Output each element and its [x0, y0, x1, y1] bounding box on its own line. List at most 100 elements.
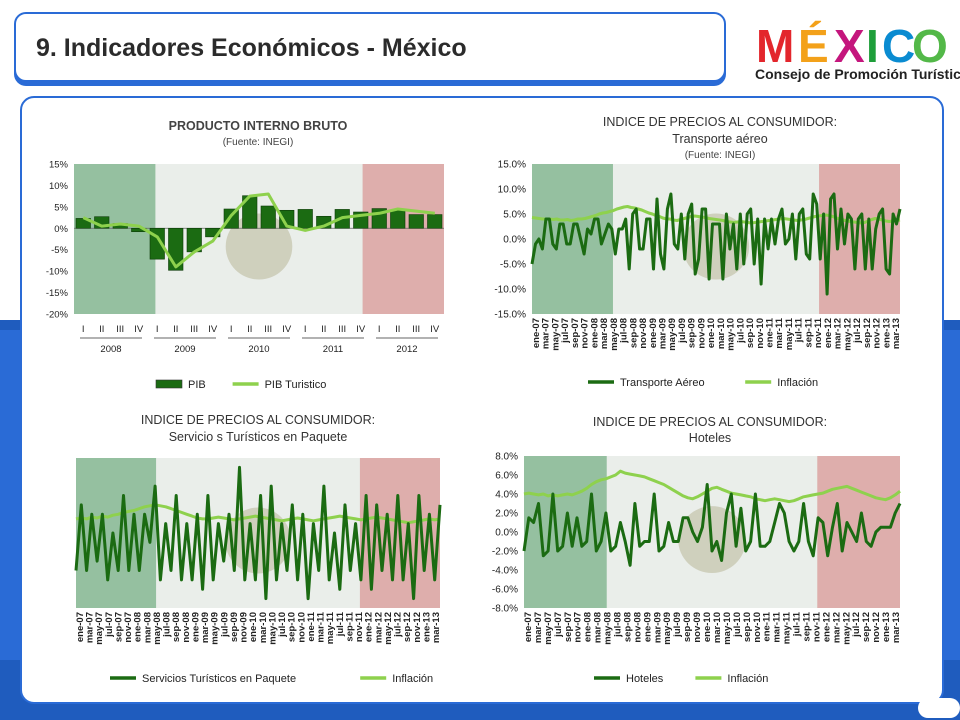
x-tick-label: mar-10 [712, 612, 723, 643]
year-label: 2009 [174, 344, 195, 355]
y-tick-label: 15% [49, 160, 69, 171]
y-tick-label: 0.0% [503, 235, 526, 246]
x-tick-label: may-07 [543, 612, 554, 645]
x-tick-label: ene-09 [190, 612, 201, 642]
legend-label-1: Inflación [727, 673, 768, 685]
x-tick-label: sep-11 [344, 611, 355, 641]
y-tick-label: -4.0% [492, 566, 518, 577]
legend-label-0: Hoteles [626, 673, 664, 685]
line-servicios-turisticos [74, 465, 442, 601]
x-tick-label: sep-12 [862, 318, 873, 348]
x-tick-label: mar-07 [533, 612, 544, 643]
x-tick-label: nov-12 [871, 612, 882, 643]
title-box: 9. Indicadores Económicos - México [14, 12, 726, 82]
chart-pib: PRODUCTO INTERNO BRUTO (Fuente: INEGI) 15%… [46, 119, 444, 391]
y-tick-label: -15% [46, 288, 69, 299]
x-tick-label: may-08 [603, 612, 614, 645]
flag-emblem [225, 213, 293, 280]
y-tick-label: -10.0% [494, 285, 526, 296]
x-tick-label: IV [356, 324, 366, 335]
x-tick-label: mar-08 [142, 612, 153, 643]
x-tick-label: mar-07 [541, 318, 552, 349]
x-tick-label: sep-07 [113, 612, 124, 642]
x-tick-label: mar-09 [657, 318, 668, 349]
y-tick-label: 8.0% [495, 452, 518, 463]
x-tick-label: mar-10 [716, 318, 727, 349]
x-tick-label: mar-12 [831, 612, 842, 643]
x-tick-label: mar-13 [431, 612, 442, 643]
logo-letter-o: O [912, 20, 948, 72]
x-tick-label: ene-13 [881, 318, 892, 348]
x-tick-label: III [338, 324, 346, 335]
y-tick-label: 5% [54, 202, 68, 213]
x-tick-label: sep-10 [287, 612, 298, 642]
line-pib-turistico [82, 192, 435, 269]
line-transporte-aereo [530, 192, 902, 296]
x-tick-label: sep-11 [801, 611, 812, 641]
x-tick-label: ene-11 [765, 317, 776, 347]
x-tick-label: sep-09 [229, 612, 240, 642]
x-tick-label: ene-08 [589, 318, 600, 348]
y-tick-label: 2.0% [495, 509, 518, 520]
x-tick-label: may-08 [152, 612, 163, 645]
x-tick-label: may-09 [667, 318, 678, 351]
x-tick-label: sep-10 [745, 318, 756, 348]
x-tick-label: may-07 [94, 612, 105, 645]
x-tick-label: nov-09 [692, 612, 703, 643]
x-tick-label: nov-08 [181, 612, 192, 643]
x-tick-label: ene-12 [821, 612, 832, 642]
page-title: 9. Indicadores Económicos - México [36, 34, 467, 62]
legend-label-1: Inflación [777, 377, 818, 389]
x-tick-label: may-07 [550, 318, 561, 351]
x-tick-label: jul-11 [335, 611, 346, 637]
x-tick-label: nov-11 [811, 611, 822, 642]
x-tick-label: jul-12 [852, 318, 863, 344]
chart-source: (Fuente: INEGI) [685, 150, 756, 161]
flag-green-stripe [74, 164, 156, 314]
y-tick-label: 4.0% [495, 490, 518, 501]
x-tick-label: nov-07 [573, 612, 584, 643]
x-tick-label: sep-11 [803, 317, 814, 347]
x-tick-label: I [82, 324, 85, 335]
x-tick-label: may-09 [662, 612, 673, 645]
logo-letter-x: X [834, 20, 865, 72]
line-inflacion [523, 469, 901, 504]
x-tick-label: nov-12 [412, 612, 423, 643]
y-tick-label: 0.0% [495, 528, 518, 539]
flag-red-stripe [819, 164, 900, 314]
x-tick-label: may-11 [784, 317, 795, 350]
x-tick-label: sep-12 [402, 612, 413, 642]
x-tick-label: jul-08 [162, 612, 173, 638]
mexico-logo: M É X I C O [756, 20, 948, 72]
x-tick-label: ene-08 [583, 612, 594, 642]
x-tick-label: jul-12 [851, 612, 862, 638]
chart-subtitle: Hoteles [689, 431, 731, 445]
x-tick-label: nov-10 [296, 612, 307, 643]
x-tick-label: may-10 [267, 612, 278, 645]
x-tick-label: ene-07 [75, 612, 86, 642]
x-tick-label: sep-08 [628, 318, 639, 348]
x-tick-label: nov-07 [123, 612, 134, 643]
logo-subtitle: Consejo de Promoción Turística [755, 66, 960, 82]
x-tick-label: nov-09 [239, 612, 250, 643]
x-tick-label: may-09 [210, 612, 221, 645]
x-tick-label: nov-07 [580, 318, 591, 349]
x-tick-label: may-12 [383, 612, 394, 645]
x-tick-label: sep-07 [563, 612, 574, 642]
x-tick-label: IV [430, 324, 440, 335]
x-tick-label: mar-08 [599, 318, 610, 349]
x-tick-label: ene-10 [702, 612, 713, 642]
x-tick-label: nov-10 [755, 318, 766, 349]
x-tick-label: jul-10 [277, 612, 288, 638]
year-label: 2011 [323, 344, 343, 355]
x-tick-label: III [412, 324, 420, 335]
x-tick-label: jul-07 [104, 612, 115, 638]
y-tick-label: -20% [46, 310, 69, 321]
x-tick-label: sep-09 [687, 318, 698, 348]
x-tick-label: jul-07 [560, 318, 571, 344]
decorative-oval [918, 698, 960, 718]
x-tick-label: may-10 [722, 612, 733, 645]
x-tick-label: nov-08 [638, 318, 649, 349]
x-tick-label: ene-10 [248, 612, 259, 642]
y-tick-label: 10.0% [498, 185, 526, 196]
